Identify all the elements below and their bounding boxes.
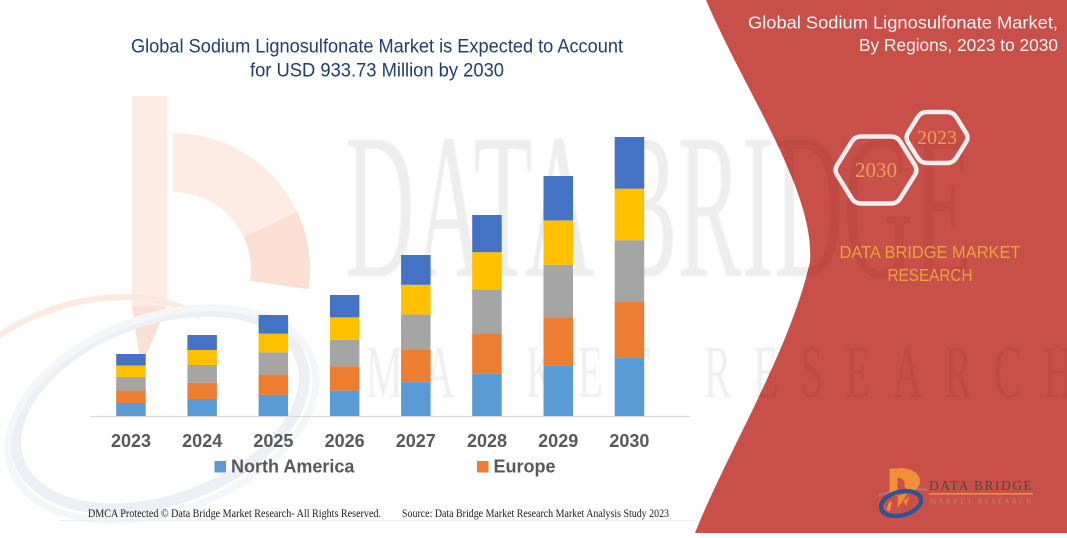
svg-text:By Regions, 2023 to 2030: By Regions, 2023 to 2030 [859,35,1058,55]
svg-text:2026: 2026 [325,431,365,451]
svg-text:2028: 2028 [467,431,507,451]
svg-text:2023: 2023 [917,127,957,149]
svg-text:2023: 2023 [111,431,151,451]
svg-text:DMCA Protected © Data Bridge M: DMCA Protected © Data Bridge Market Rese… [88,506,381,520]
svg-text:Global Sodium Lignosulfonate M: Global Sodium Lignosulfonate Market, [748,13,1058,33]
svg-text:2030: 2030 [609,431,649,451]
svg-text:Global Sodium Lignosulfonate M: Global Sodium Lignosulfonate Market is E… [131,36,624,58]
svg-text:2029: 2029 [538,431,578,451]
svg-text:2027: 2027 [396,431,436,451]
svg-text:2030: 2030 [855,158,897,182]
svg-text:Europe: Europe [494,457,556,477]
svg-text:for USD 933.73 Million by 2030: for USD 933.73 Million by 2030 [250,60,504,82]
svg-text:MARKET RESEARCH: MARKET RESEARCH [930,499,1031,506]
svg-text:2024: 2024 [182,431,222,451]
svg-text:2025: 2025 [253,431,293,451]
svg-text:RESEARCH: RESEARCH [888,265,973,285]
svg-text:Source: Data Bridge Market Res: Source: Data Bridge Market Research Mark… [402,506,669,520]
svg-text:North America: North America [231,457,355,477]
svg-text:DATA BRIDGE: DATA BRIDGE [929,478,1033,493]
svg-text:DATA BRIDGE MARKET: DATA BRIDGE MARKET [840,242,1021,262]
